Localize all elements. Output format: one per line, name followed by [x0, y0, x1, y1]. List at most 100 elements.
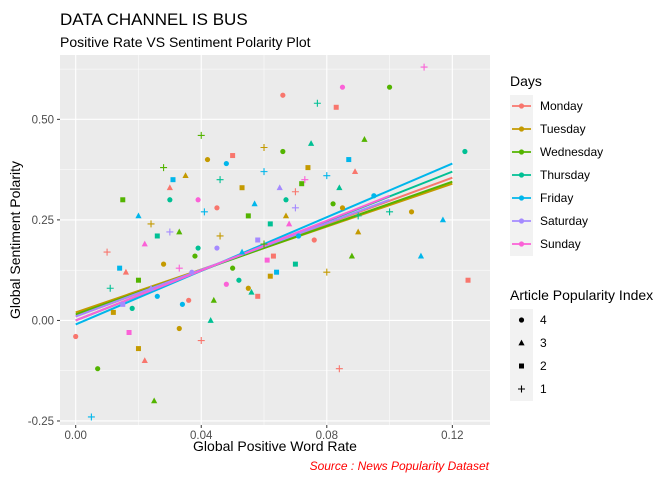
data-point	[87, 413, 95, 421]
data-point	[408, 209, 415, 215]
data-point	[154, 233, 160, 239]
popularity-legend-title: Article Popularity Index	[510, 287, 653, 303]
data-point	[216, 232, 224, 240]
legend-point-swatch	[518, 241, 525, 247]
data-point	[141, 240, 148, 247]
y-tick-label: -0.25	[28, 416, 54, 428]
data-point	[311, 237, 317, 243]
data-point	[267, 273, 273, 279]
data-point	[270, 253, 276, 259]
x-axis-ticks: 0.00 0.04 0.08 0.12	[64, 425, 464, 442]
data-point	[307, 140, 315, 146]
data-point	[170, 177, 176, 183]
data-point	[417, 252, 425, 259]
data-point	[179, 301, 186, 307]
legend-shape-swatch	[519, 363, 524, 369]
days-legend-label: Saturday	[540, 214, 588, 228]
data-point	[238, 248, 246, 255]
data-point	[135, 346, 141, 352]
chart-title: DATA CHANNEL IS BUS	[60, 10, 248, 29]
data-point	[103, 248, 111, 256]
legend-point-swatch	[518, 126, 525, 132]
data-point	[160, 164, 168, 172]
data-point	[167, 197, 173, 203]
legend-point-swatch	[518, 172, 525, 178]
data-point	[230, 265, 236, 271]
data-point	[166, 228, 174, 236]
data-point	[351, 168, 359, 175]
data-point	[175, 264, 183, 272]
data-point	[239, 185, 245, 191]
data-point	[286, 220, 293, 227]
data-point	[276, 184, 283, 191]
data-point	[386, 84, 393, 90]
data-point	[117, 265, 123, 271]
data-point	[348, 252, 355, 259]
data-point	[339, 84, 346, 90]
y-axis-title: Global Sentiment Polarity	[7, 161, 23, 319]
data-point	[120, 301, 126, 307]
legend-point-swatch	[518, 218, 525, 224]
data-point	[166, 184, 173, 191]
days-legend-label: Friday	[540, 191, 573, 205]
data-point	[313, 99, 321, 107]
data-point	[195, 197, 201, 203]
data-point	[420, 63, 428, 71]
data-point	[147, 284, 155, 291]
data-point	[354, 212, 362, 220]
data-point	[292, 261, 298, 267]
data-point	[330, 201, 336, 207]
data-point	[141, 357, 148, 364]
data-point	[255, 293, 261, 299]
data-point	[223, 160, 229, 167]
data-point	[274, 269, 280, 275]
data-point	[230, 153, 236, 159]
data-point	[160, 261, 167, 267]
days-legend-label: Wednesday	[540, 145, 603, 159]
data-point	[346, 157, 352, 163]
data-point	[299, 181, 305, 187]
data-point	[186, 297, 192, 303]
days-legend-label: Tuesday	[540, 122, 586, 136]
y-tick-label: 0.00	[32, 315, 54, 327]
data-point	[197, 337, 205, 345]
chart-subtitle: Positive Rate VS Sentiment Polarity Plot	[60, 34, 311, 50]
data-point	[154, 293, 160, 299]
data-point	[339, 205, 346, 211]
legend-shape-swatch	[518, 339, 525, 346]
data-point	[355, 228, 362, 235]
data-point	[151, 397, 158, 404]
data-point	[126, 330, 132, 335]
data-point	[305, 165, 311, 171]
data-point	[280, 148, 286, 155]
data-point	[333, 104, 339, 110]
popularity-legend-label: 2	[540, 359, 547, 373]
data-point	[236, 277, 242, 283]
data-point	[323, 172, 331, 180]
data-point	[189, 269, 195, 275]
data-point	[251, 200, 258, 207]
data-point	[255, 237, 261, 243]
y-axis-ticks: -0.25 0.00 0.25 0.50	[28, 114, 60, 428]
data-point	[200, 208, 208, 216]
data-point	[260, 168, 268, 176]
data-point	[462, 148, 468, 155]
data-point	[147, 220, 155, 228]
data-point	[176, 228, 183, 235]
data-point	[214, 245, 220, 251]
data-point	[214, 205, 220, 211]
data-points	[73, 63, 471, 421]
data-point	[129, 305, 135, 311]
fit-line	[75, 194, 390, 322]
data-point	[264, 257, 270, 263]
data-point	[122, 268, 130, 275]
popularity-legend-label: 1	[540, 382, 547, 396]
data-point	[280, 92, 286, 98]
data-point	[439, 216, 447, 223]
data-point	[245, 285, 251, 291]
data-point	[216, 176, 224, 184]
data-point	[295, 233, 302, 239]
data-point	[135, 212, 142, 219]
x-tick-label: 0.04	[190, 430, 213, 442]
legend-shape-swatch	[518, 385, 525, 393]
